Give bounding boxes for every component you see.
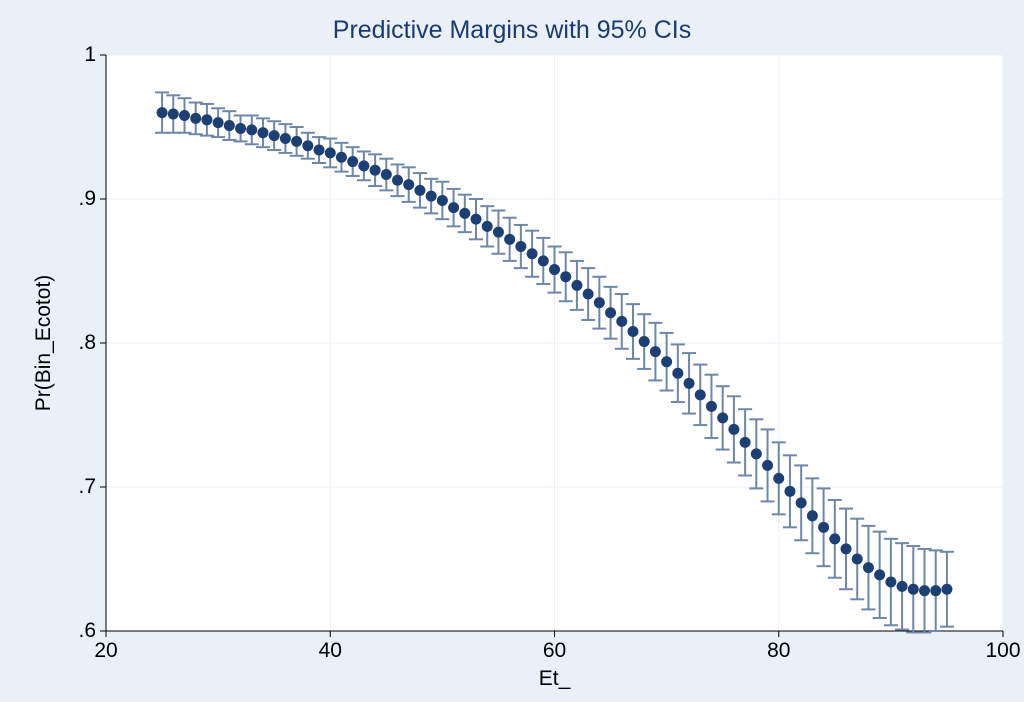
- figure: Predictive Margins with 95% CIs Pr(Bin_E…: [0, 0, 1024, 702]
- y-tick-label: .7: [78, 475, 96, 499]
- y-tick-label: .9: [78, 187, 96, 211]
- x-tick-label: 20: [76, 639, 136, 663]
- x-tick-label: 80: [749, 639, 809, 663]
- chart-svg: [0, 0, 1024, 702]
- chart-title: Predictive Margins with 95% CIs: [0, 16, 1024, 45]
- y-axis-label: Pr(Bin_Ecotot): [32, 193, 56, 493]
- y-tick-label: 1: [84, 43, 96, 67]
- x-axis-label: Et_: [106, 667, 1003, 691]
- x-tick-label: 100: [973, 639, 1024, 663]
- x-tick-label: 40: [300, 639, 360, 663]
- x-tick-label: 60: [525, 639, 585, 663]
- y-tick-label: .8: [78, 331, 96, 355]
- background-layer: [0, 0, 1024, 702]
- y-tick-label: .6: [78, 619, 96, 643]
